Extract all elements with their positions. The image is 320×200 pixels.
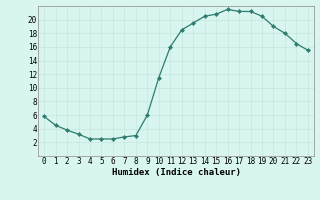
X-axis label: Humidex (Indice chaleur): Humidex (Indice chaleur) xyxy=(111,168,241,177)
